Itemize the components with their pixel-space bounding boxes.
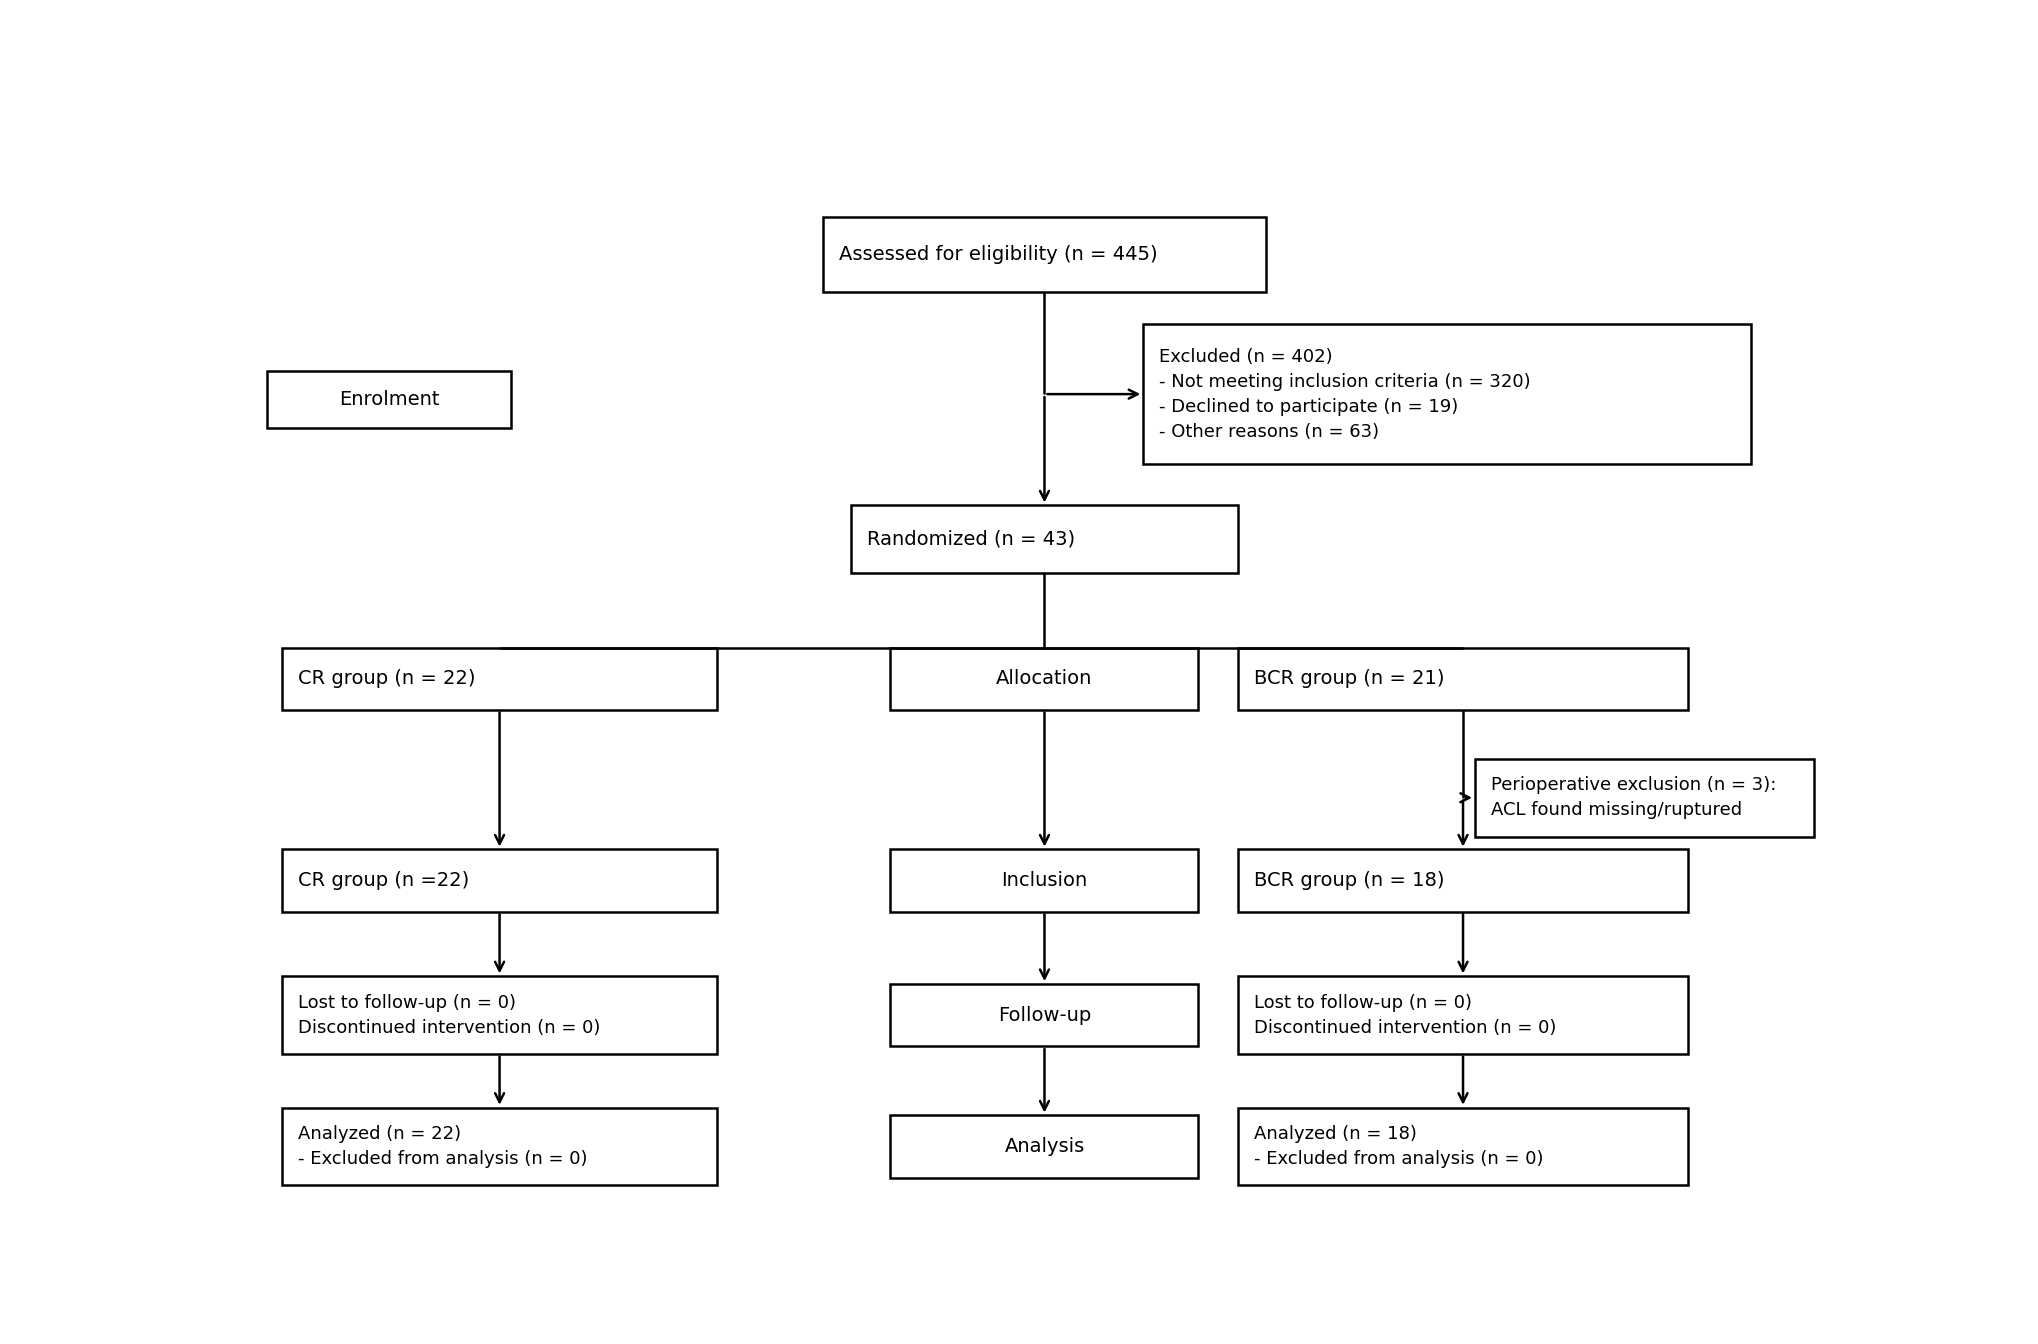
FancyBboxPatch shape xyxy=(823,218,1266,292)
FancyBboxPatch shape xyxy=(891,849,1198,911)
FancyBboxPatch shape xyxy=(283,849,717,911)
FancyBboxPatch shape xyxy=(1237,648,1687,710)
FancyBboxPatch shape xyxy=(283,1107,717,1185)
FancyBboxPatch shape xyxy=(891,648,1198,710)
Text: CR group (n = 22): CR group (n = 22) xyxy=(298,669,475,688)
Text: Excluded (n = 402)
- Not meeting inclusion criteria (n = 320)
- Declined to part: Excluded (n = 402) - Not meeting inclusi… xyxy=(1160,348,1531,441)
Text: Enrolment: Enrolment xyxy=(338,390,440,409)
FancyBboxPatch shape xyxy=(852,505,1237,573)
FancyBboxPatch shape xyxy=(891,984,1198,1046)
Text: Randomized (n = 43): Randomized (n = 43) xyxy=(866,530,1074,548)
FancyBboxPatch shape xyxy=(891,1116,1198,1177)
Text: Inclusion: Inclusion xyxy=(1001,871,1088,890)
FancyBboxPatch shape xyxy=(283,648,717,710)
Text: Perioperative exclusion (n = 3):
ACL found missing/ruptured: Perioperative exclusion (n = 3): ACL fou… xyxy=(1490,777,1775,820)
Text: BCR group (n = 21): BCR group (n = 21) xyxy=(1253,669,1445,688)
Text: Analyzed (n = 18)
- Excluded from analysis (n = 0): Analyzed (n = 18) - Excluded from analys… xyxy=(1253,1125,1543,1168)
FancyBboxPatch shape xyxy=(1237,849,1687,911)
Text: Lost to follow-up (n = 0)
Discontinued intervention (n = 0): Lost to follow-up (n = 0) Discontinued i… xyxy=(1253,993,1557,1036)
Text: Allocation: Allocation xyxy=(997,669,1092,688)
Text: BCR group (n = 18): BCR group (n = 18) xyxy=(1253,871,1445,890)
FancyBboxPatch shape xyxy=(1476,759,1814,836)
FancyBboxPatch shape xyxy=(283,976,717,1054)
FancyBboxPatch shape xyxy=(1237,1107,1687,1185)
Text: Follow-up: Follow-up xyxy=(999,1005,1090,1024)
Text: Analyzed (n = 22)
- Excluded from analysis (n = 0): Analyzed (n = 22) - Excluded from analys… xyxy=(298,1125,587,1168)
Text: Analysis: Analysis xyxy=(1005,1137,1084,1156)
FancyBboxPatch shape xyxy=(1237,976,1687,1054)
FancyBboxPatch shape xyxy=(267,371,512,427)
Text: Lost to follow-up (n = 0)
Discontinued intervention (n = 0): Lost to follow-up (n = 0) Discontinued i… xyxy=(298,993,601,1036)
Text: CR group (n =22): CR group (n =22) xyxy=(298,871,469,890)
FancyBboxPatch shape xyxy=(1143,324,1751,464)
Text: Assessed for eligibility (n = 445): Assessed for eligibility (n = 445) xyxy=(840,245,1158,263)
